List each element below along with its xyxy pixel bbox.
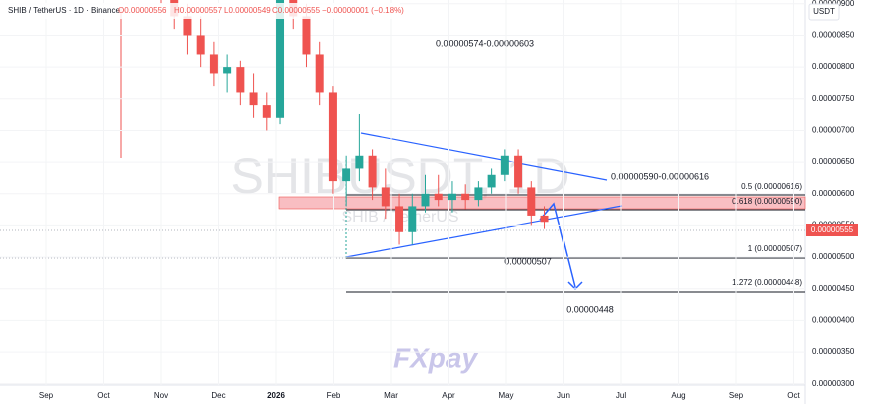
annotation: 0.00000590-0.00000616 <box>611 171 709 181</box>
candle-body <box>368 155 377 188</box>
y-tick-label: 0.00000850 <box>812 31 855 40</box>
y-tick-label: 0.00000600 <box>812 189 855 198</box>
candle-body <box>302 16 311 55</box>
fib-label: 0.618 (0.00000590) <box>732 197 802 206</box>
logo: FXpay <box>393 342 478 373</box>
header-bg <box>0 3 400 19</box>
candle-body <box>183 16 192 36</box>
fib-label: 1.272 (0.00000448) <box>732 278 802 287</box>
x-tick-label: Jul <box>616 391 626 400</box>
x-tick-label: Jun <box>557 391 570 400</box>
last-price-box <box>806 224 858 236</box>
y-tick-label: 0.00000500 <box>812 252 855 261</box>
x-tick-label: Sep <box>39 391 54 400</box>
candle-body <box>514 155 523 188</box>
trend-line <box>360 132 608 181</box>
x-tick-label: Aug <box>671 391 685 400</box>
x-tick-label: Mar <box>384 391 398 400</box>
y-tick-label: 0.00000750 <box>812 94 855 103</box>
x-tick-label: Nov <box>154 391 168 400</box>
y-tick-label: 0.00000650 <box>812 157 855 166</box>
candle-body <box>421 193 430 207</box>
candle-body <box>540 215 549 223</box>
x-tick-label: Apr <box>442 391 455 400</box>
zone <box>278 196 806 210</box>
x-tick-label: Sep <box>729 391 744 400</box>
candle-body <box>395 206 404 232</box>
candle-body <box>209 54 218 74</box>
candle-body <box>487 174 496 188</box>
candle-body <box>249 92 258 106</box>
x-tick-label: Oct <box>97 391 110 400</box>
fib-label: 0.5 (0.00000616) <box>741 182 802 191</box>
candle-body <box>315 54 324 93</box>
ohlc-low: L0.00000549 <box>224 6 271 15</box>
candle-body <box>223 67 232 74</box>
candle-body <box>381 187 390 207</box>
ohlc-change: −0.00000001 (−0.18%) <box>322 6 404 15</box>
y-tick-label: 0.00000450 <box>812 284 855 293</box>
candle-body <box>262 105 271 118</box>
currency[interactable]: USDT <box>813 7 835 16</box>
currency-button[interactable] <box>808 3 840 21</box>
annotation: 0.00000574-0.00000603 <box>436 38 534 48</box>
candle-body <box>461 193 470 201</box>
candle-body <box>500 155 509 175</box>
trend-line <box>345 205 623 258</box>
x-tick-label: Dec <box>211 391 225 400</box>
candle-body <box>474 187 483 201</box>
x-tick-label: 2026 <box>267 391 285 400</box>
ohlc-open: O0.00000556 <box>118 6 167 15</box>
x-tick-label: May <box>498 391 513 400</box>
fib-label: 1 (0.00000507) <box>748 244 803 253</box>
x-tick-label: Feb <box>327 391 341 400</box>
annotation: 0.00000448 <box>566 304 614 314</box>
candle-body <box>342 168 351 182</box>
candle-body <box>276 0 285 118</box>
y-tick-label: 0.00000800 <box>812 62 855 71</box>
candle-body <box>408 206 417 232</box>
candle-body <box>447 193 456 201</box>
last-price-label: 0.00000555 <box>811 225 854 234</box>
candle-body <box>355 155 364 169</box>
candle-body <box>328 92 337 182</box>
y-tick-label: 0.00000350 <box>812 347 855 356</box>
symbol-title: SHIB / TetherUS · 1D · Binance <box>8 6 120 15</box>
candle-body <box>527 187 536 216</box>
candle-body <box>236 67 245 93</box>
y-tick-label: 0.00000400 <box>812 316 855 325</box>
candle-body <box>434 193 443 201</box>
ohlc-close: C0.00000555 <box>272 6 321 15</box>
y-tick-label: 0.00000300 <box>812 379 855 388</box>
ohlc-high: H0.00000557 <box>174 6 223 15</box>
y-tick-label: 0.00000700 <box>812 126 855 135</box>
x-tick-label: Oct <box>787 391 800 400</box>
annotation: 0.00000507 <box>504 256 552 266</box>
candle-body <box>196 35 205 55</box>
